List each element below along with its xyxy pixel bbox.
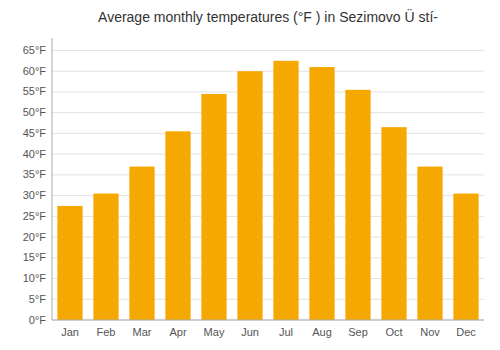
bar — [237, 71, 262, 320]
y-tick-label: 65°F — [23, 44, 47, 56]
x-tick-label: Sep — [348, 326, 368, 338]
chart-svg: Average monthly temperatures (°F ) in Se… — [0, 0, 500, 350]
y-tick-label: 15°F — [23, 251, 47, 263]
grid — [52, 50, 484, 320]
grid-line — [52, 112, 484, 113]
bar — [57, 206, 82, 320]
y-tick-label: 20°F — [23, 231, 47, 243]
bar — [93, 194, 118, 320]
y-tick-label: 0°F — [29, 314, 47, 326]
x-tick-label: Jan — [61, 326, 79, 338]
page: {"chart_data": {"type": "bar", "title": … — [0, 0, 500, 350]
grid-line — [52, 320, 484, 321]
y-tick-label: 10°F — [23, 272, 47, 284]
x-tick-label: Nov — [420, 326, 440, 338]
bar — [201, 94, 226, 320]
x-tick-label: Apr — [169, 326, 186, 338]
x-tick-label: Oct — [385, 326, 402, 338]
x-tick-label: Jul — [279, 326, 293, 338]
bar — [273, 61, 298, 320]
y-tick-label: 35°F — [23, 168, 47, 180]
y-tick-label: 40°F — [23, 148, 47, 160]
title: Average monthly temperatures (°F ) in Se… — [98, 8, 438, 25]
y-tick-label: 50°F — [23, 106, 47, 118]
y-tick-label: 5°F — [29, 293, 47, 305]
grid-line — [52, 91, 484, 92]
y-tick-label: 45°F — [23, 127, 47, 139]
x-tick-label: May — [204, 326, 225, 338]
x-axis-line — [52, 320, 484, 321]
bar — [309, 67, 334, 320]
y-axis-line — [52, 38, 53, 320]
bar — [345, 90, 370, 320]
y-tick-label: 30°F — [23, 189, 47, 201]
x-tick-label: Mar — [133, 326, 152, 338]
bars — [57, 61, 478, 320]
x-tick-label: Aug — [312, 326, 332, 338]
bar — [129, 167, 154, 320]
bar — [453, 194, 478, 320]
bar — [165, 131, 190, 320]
grid-line — [52, 71, 484, 72]
y-tick-label: 25°F — [23, 210, 47, 222]
y-tick-label: 55°F — [23, 85, 47, 97]
chart-container: Average monthly temperatures (°F ) in Se… — [0, 0, 500, 350]
bar — [381, 127, 406, 320]
y-axis-ticks: 0°F 5°F 10°F 15°F 20°F 25°F 30°F 35°F 40°F 45°F 50… — [23, 44, 47, 326]
x-tick-label: Jun — [241, 326, 259, 338]
bar — [417, 167, 442, 320]
grid-line — [52, 50, 484, 51]
x-tick-label: Feb — [97, 326, 116, 338]
grid-line — [52, 133, 484, 134]
y-tick-label: 60°F — [23, 65, 47, 77]
x-axis-ticks: Jan Feb Mar Apr May Jun Jul Aug Sep Oct Nov Dec — [61, 326, 476, 338]
grid-line — [52, 154, 484, 155]
x-tick-label: Dec — [456, 326, 476, 338]
